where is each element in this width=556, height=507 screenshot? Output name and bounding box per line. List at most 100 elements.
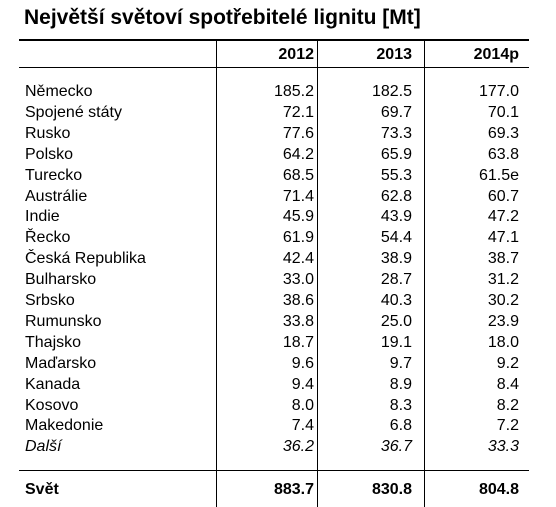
title-rule	[19, 39, 529, 41]
row-value-2013: 182.5	[371, 83, 412, 100]
row-value-2014p: 61.5e	[478, 166, 519, 184]
row-name: Kosovo	[25, 396, 79, 414]
row-name: Svět	[25, 481, 59, 498]
row-name: Rumunsko	[25, 312, 102, 330]
table-title: Největší světoví spotřebitelé lignitu [M…	[24, 6, 421, 29]
row-value-2012: 33.8	[282, 312, 314, 330]
table-row: Německo 185.2 182.5 177.0	[0, 81, 556, 102]
row-value-2014p: 8.2	[496, 396, 519, 414]
row-value-2013: 40.3	[380, 292, 412, 309]
row-value-2012: 77.6	[282, 124, 314, 142]
row-value-2012: 7.4	[291, 417, 314, 435]
row-value-2013: 36.7	[380, 438, 412, 456]
row-name: Řecko	[25, 229, 71, 247]
row-value-2014p: 9.2	[496, 354, 519, 372]
row-value-2013: 28.7	[380, 271, 412, 289]
column-header-2014p: 2014p	[473, 46, 519, 63]
row-value-2012: 42.4	[282, 250, 314, 268]
row-value-2014p: 47.1	[487, 229, 519, 247]
row-value-2012: 38.6	[282, 292, 314, 309]
row-name: Spojené státy	[25, 103, 122, 121]
row-value-2014p: 60.7	[487, 187, 519, 205]
row-value-2012: 9.4	[291, 375, 314, 393]
row-value-2013: 8.9	[389, 375, 412, 393]
row-value-2014p: 7.2	[496, 417, 519, 435]
row-value-2014p: 18.0	[487, 333, 519, 351]
header-row: 2012 2013 2014p	[0, 44, 556, 65]
row-name: Thajsko	[25, 333, 82, 351]
row-value-2012: 45.9	[282, 208, 314, 226]
table-row: Maďarsko 9.6 9.7 9.2	[0, 353, 556, 374]
row-value-2013: 55.3	[380, 166, 412, 184]
row-value-2013: 6.8	[389, 417, 412, 435]
row-value-2014p: 30.2	[487, 292, 519, 309]
row-value-2014p: 47.2	[487, 208, 519, 226]
row-value-2014p: 177.0	[478, 83, 519, 100]
row-value-2013: 69.7	[380, 103, 412, 121]
table-row: Spojené státy 72.1 69.7 70.1	[0, 102, 556, 123]
table-row: Indie 45.9 43.9 47.2	[0, 206, 556, 227]
total-2012: 883.7	[273, 481, 314, 498]
row-value-2013: 73.3	[380, 124, 412, 142]
row-value-2013: 38.9	[380, 250, 412, 268]
row-value-2013: 25.0	[380, 312, 412, 330]
total-2013: 830.8	[371, 481, 412, 498]
row-value-2012: 68.5	[282, 166, 314, 184]
row-name: Rusko	[25, 124, 71, 142]
row-value-2012: 61.9	[282, 229, 314, 247]
table-row: Bulharsko 33.0 28.7 31.2	[0, 269, 556, 290]
table-row: Kanada 9.4 8.9 8.4	[0, 374, 556, 395]
row-name: Bulharsko	[25, 271, 97, 289]
row-name: Maďarsko	[25, 354, 97, 372]
table-row: Rusko 77.6 73.3 69.3	[0, 123, 556, 144]
row-value-2013: 19.1	[380, 333, 412, 351]
total-row: Svět 883.7 830.8 804.8	[0, 479, 556, 500]
row-value-2012: 71.4	[282, 187, 314, 205]
table-row: Austrálie 71.4 62.8 60.7	[0, 186, 556, 207]
table-row: Česká Republika 42.4 38.9 38.7	[0, 248, 556, 269]
row-name: Další	[25, 438, 62, 456]
row-value-2012: 8.0	[291, 396, 314, 414]
row-value-2014p: 8.4	[496, 375, 519, 393]
row-value-2013: 62.8	[380, 187, 412, 205]
column-header-2013: 2013	[376, 46, 412, 63]
table-row: Turecko 68.5 55.3 61.5e	[0, 165, 556, 186]
column-divider-3	[424, 41, 425, 507]
row-value-2012: 9.6	[291, 354, 314, 372]
row-name: Česká Republika	[25, 250, 146, 268]
table-row: Kosovo 8.0 8.3 8.2	[0, 395, 556, 416]
row-name: Turecko	[25, 166, 83, 184]
row-value-2012: 33.0	[282, 271, 314, 289]
row-value-2012: 64.2	[282, 145, 314, 163]
row-name: Německo	[25, 83, 93, 100]
table-row: Polsko 64.2 65.9 63.8	[0, 144, 556, 165]
row-value-2012: 72.1	[282, 103, 314, 121]
row-value-2013: 43.9	[380, 208, 412, 226]
row-name: Kanada	[25, 375, 81, 393]
row-value-2014p: 31.2	[487, 271, 519, 289]
header-rule	[19, 67, 529, 68]
row-value-2012: 18.7	[282, 333, 314, 351]
total-rule	[19, 470, 529, 471]
table-row: Řecko 61.9 54.4 47.1	[0, 227, 556, 248]
row-value-2013: 54.4	[380, 229, 412, 247]
row-value-2013: 8.3	[389, 396, 412, 414]
row-value-2014p: 70.1	[487, 103, 519, 121]
column-divider-1	[216, 41, 217, 507]
row-value-2014p: 69.3	[487, 124, 519, 142]
row-value-2013: 9.7	[389, 354, 412, 372]
total-2014p: 804.8	[478, 481, 519, 498]
row-name: Austrálie	[25, 187, 88, 205]
row-value-2014p: 63.8	[487, 145, 519, 163]
row-value-2012: 185.2	[273, 83, 314, 100]
row-value-2013: 65.9	[380, 145, 412, 163]
row-value-2014p: 33.3	[487, 438, 519, 456]
row-name: Makedonie	[25, 417, 104, 435]
table-row: Makedonie 7.4 6.8 7.2	[0, 415, 556, 436]
table-row: Thajsko 18.7 19.1 18.0	[0, 332, 556, 353]
row-name: Polsko	[25, 145, 74, 163]
table-row: Rumunsko 33.8 25.0 23.9	[0, 311, 556, 332]
row-name: Indie	[25, 208, 60, 226]
column-divider-2	[317, 41, 318, 507]
table-row: Další 36.2 36.7 33.3	[0, 436, 556, 457]
